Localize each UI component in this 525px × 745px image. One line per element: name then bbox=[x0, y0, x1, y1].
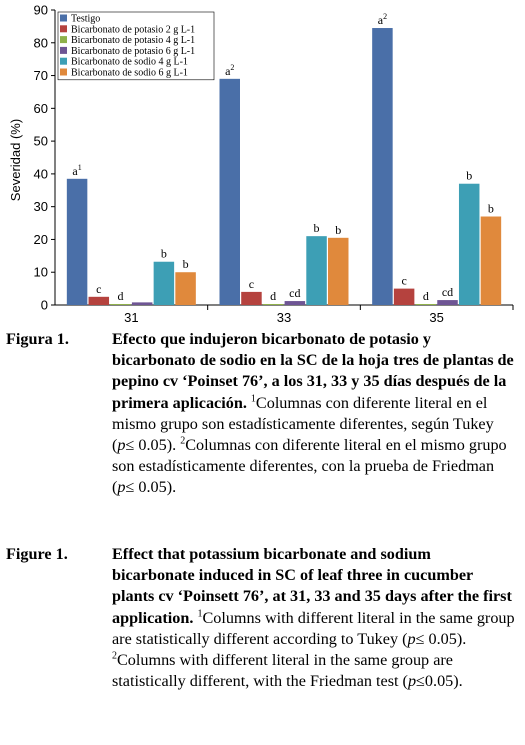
bar bbox=[437, 300, 458, 305]
footnote-text: Columns with different literal in the sa… bbox=[112, 608, 515, 648]
bar bbox=[306, 236, 327, 305]
y-tick-label: 50 bbox=[34, 134, 48, 149]
axes bbox=[51, 9, 514, 310]
y-tick-label: 20 bbox=[34, 232, 48, 247]
legend-swatch bbox=[60, 68, 67, 76]
caption-title: Effect that potassium bicarbonate and so… bbox=[112, 545, 512, 627]
bars bbox=[66, 28, 502, 306]
bar bbox=[284, 301, 306, 305]
bar-label: b bbox=[314, 221, 320, 235]
bar-label: d bbox=[270, 289, 276, 303]
bar-label: cd bbox=[289, 286, 300, 300]
y-tick-label: 60 bbox=[34, 101, 48, 116]
bar-label-superscript: 1 bbox=[78, 163, 82, 172]
bar bbox=[175, 272, 196, 305]
bar bbox=[153, 261, 175, 305]
bar-label: b bbox=[183, 257, 189, 271]
x-tick-label: 35 bbox=[429, 310, 443, 325]
bar-label: d bbox=[117, 289, 123, 303]
bar-label: c bbox=[401, 274, 406, 288]
caption-label: Figura 1. bbox=[6, 330, 69, 348]
p-symbol: p bbox=[407, 672, 417, 691]
legend-entry: Bicarbonato de sodio 6 g L-1 bbox=[71, 68, 188, 79]
bar bbox=[328, 237, 349, 305]
y-tick-label: 90 bbox=[34, 3, 48, 18]
footnote-text: Columnas con diferente literal en el mis… bbox=[112, 393, 494, 455]
footnote-marker: 2 bbox=[180, 435, 186, 447]
caption-english: Figure 1. Effect that potassium bicarbon… bbox=[6, 544, 516, 692]
bar-label: d bbox=[423, 289, 429, 303]
legend-swatch bbox=[60, 46, 67, 54]
y-tick-label: 70 bbox=[34, 68, 48, 83]
legend-swatch bbox=[60, 25, 67, 33]
legend-swatch bbox=[60, 36, 67, 44]
legend-entry: Bicarbonato de potasio 6 g L-1 bbox=[71, 46, 195, 57]
footnote-tail: ≤0.05). bbox=[416, 672, 463, 691]
caption-title: Efecto que indujeron bicarbonato de pota… bbox=[112, 330, 514, 412]
bar bbox=[110, 304, 131, 305]
bar bbox=[219, 78, 240, 305]
y-tick-label: 80 bbox=[34, 35, 48, 50]
footnote-text: Columns with different literal in the sa… bbox=[112, 651, 453, 691]
y-tick-label: 40 bbox=[34, 166, 48, 181]
footnote-marker: 1 bbox=[197, 608, 203, 620]
y-tick-label: 0 bbox=[41, 298, 48, 313]
bar bbox=[66, 178, 88, 305]
p-symbol: p bbox=[407, 629, 416, 648]
bar-label: b bbox=[335, 223, 341, 237]
bar-label: c bbox=[96, 282, 101, 296]
bar-label: cd bbox=[442, 285, 453, 299]
y-tick-label: 10 bbox=[34, 265, 48, 280]
legend-entry: Bicarbonato de potasio 2 g L-1 bbox=[71, 24, 195, 35]
tick-labels: 0 10 20 30 40 50 60 70 80 90 31 33 35 bbox=[34, 3, 444, 326]
bar bbox=[131, 302, 153, 305]
bar-label: a2 bbox=[378, 12, 387, 27]
legend-entry: Bicarbonato de potasio 4 g L-1 bbox=[71, 35, 195, 46]
bar bbox=[241, 291, 262, 305]
bar bbox=[415, 304, 437, 305]
footnote-tail: ≤ 0.05). bbox=[125, 478, 177, 497]
bar-label: b bbox=[488, 202, 494, 216]
footnote-tail: ≤ 0.05). bbox=[415, 629, 467, 648]
bar-label: b bbox=[466, 169, 472, 183]
bar-label: c bbox=[249, 277, 254, 291]
p-symbol: p bbox=[117, 436, 126, 455]
caption-spanish: Figura 1. Efecto que indujeron bicarbona… bbox=[6, 329, 516, 499]
legend-entry: Bicarbonato de sodio 4 g L-1 bbox=[71, 57, 188, 68]
bar bbox=[372, 28, 393, 306]
bar-label-superscript: 2 bbox=[383, 12, 387, 21]
legend-swatch bbox=[60, 14, 67, 22]
legend-swatch bbox=[60, 57, 67, 65]
bar bbox=[458, 183, 480, 305]
x-tick-label: 33 bbox=[277, 310, 291, 325]
bar bbox=[262, 304, 284, 305]
bar-label-superscript: 2 bbox=[230, 63, 234, 72]
bar bbox=[393, 288, 415, 305]
p-symbol: p bbox=[117, 478, 126, 497]
bar-label: b bbox=[161, 247, 167, 261]
bar-label: a2 bbox=[225, 63, 234, 78]
y-tick-label: 30 bbox=[34, 199, 48, 214]
legend-entry: Testigo bbox=[71, 14, 100, 25]
footnote-tail: ≤ 0.05). bbox=[125, 436, 177, 455]
legend-box bbox=[57, 11, 215, 81]
bar-label: a1 bbox=[72, 163, 81, 178]
footnote-marker: 2 bbox=[112, 650, 117, 662]
bar bbox=[88, 296, 110, 305]
footnote-text: Columnas con diferente literal en el mis… bbox=[112, 436, 507, 497]
x-tick-label: 31 bbox=[124, 310, 138, 325]
bar bbox=[480, 216, 502, 305]
footnote-marker: 1 bbox=[250, 393, 256, 405]
y-axis-label: Severidad (%) bbox=[8, 119, 23, 201]
caption-label: Figure 1. bbox=[6, 545, 68, 563]
